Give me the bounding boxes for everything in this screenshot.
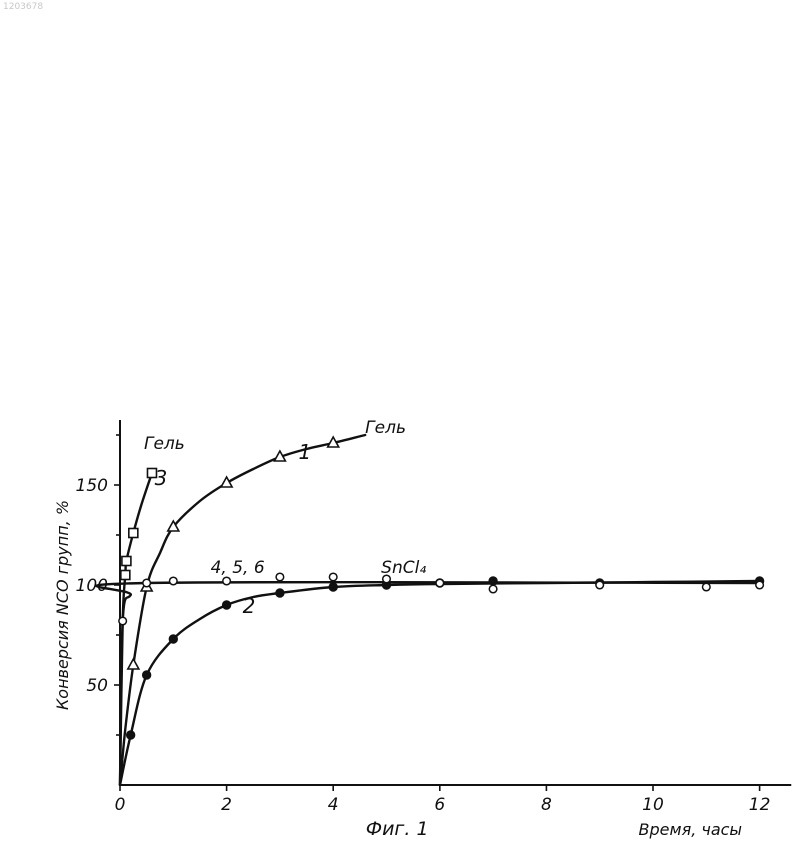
data-point-filled-circle [169,635,177,643]
x-tick-label: 8 [541,795,552,815]
data-point-open-circle [329,573,337,581]
annotation-label: 1 [299,440,312,464]
y-axis-label: Конверсия NCO групп, % [53,500,72,710]
annotation-label: 4, 5, 6 [211,558,265,578]
data-point-open-circle [756,581,764,589]
data-point-filled-circle [329,583,337,591]
data-point-open-circle [170,577,178,585]
data-point-triangle [128,659,139,669]
y-tick-label: 100 [76,576,108,596]
data-point-open-circle [596,581,604,589]
annotation-label: Гель [365,418,406,438]
data-point-open-circle [276,573,284,581]
annotation-label: SnCl₄ [381,558,426,578]
data-point-open-circle [119,617,127,625]
x-tick-label: 10 [642,795,664,815]
x-tick-label: 4 [328,795,339,815]
series-line-2 [120,581,760,785]
annotation-label: 3 [155,466,168,490]
data-point-filled-circle [276,589,284,597]
data-point-open-circle [143,579,151,587]
x-axis-label: Время, часы [639,820,743,839]
image-id: 1203678 [3,2,43,12]
data-point-filled-circle [222,601,230,609]
data-point-open-circle [489,585,497,593]
figure-caption: Фиг. 1 [366,818,429,840]
data-point-filled-circle [489,577,497,585]
data-point-square [122,557,131,566]
data-point-filled-circle [126,731,134,739]
markers [119,437,764,739]
y-tick-label: 50 [86,676,108,696]
data-point-square [121,571,130,580]
y-tick-label: 150 [76,476,108,496]
x-tick-label: 0 [115,795,126,815]
data-point-open-circle [703,583,711,591]
data-point-open-circle [436,579,444,587]
data-point-open-circle [223,577,231,585]
data-point-filled-circle [142,671,150,679]
x-tick-label: 12 [749,795,771,815]
annotation-label: Гель [144,434,185,454]
x-tick-label: 2 [221,795,232,815]
data-point-square [129,529,138,538]
annotation-label: 2 [243,594,256,618]
x-tick-label: 6 [434,795,445,815]
series-line-4-5-6 [97,582,760,785]
curves [97,435,760,785]
